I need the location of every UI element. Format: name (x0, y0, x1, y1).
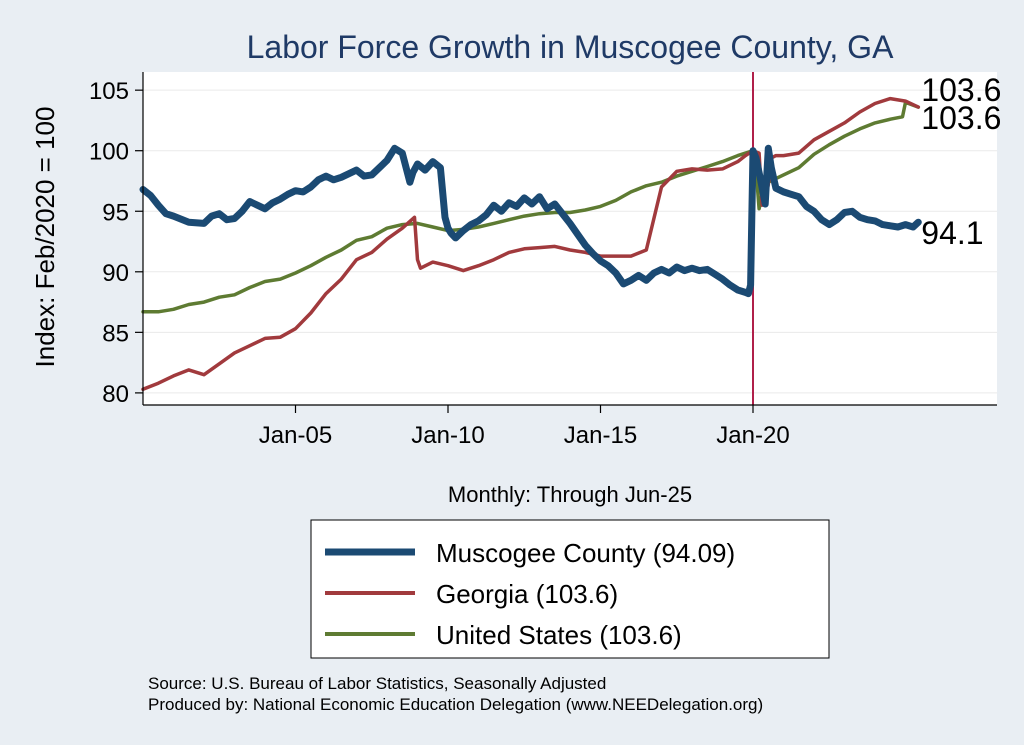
y-tick-label-90: 90 (102, 260, 129, 287)
y-tick-label-105: 105 (89, 78, 129, 105)
series-line-muscogee (139, 144, 922, 298)
legend-label-us: United States (103.6) (436, 620, 682, 650)
y-ticks: 80 85 90 95 100 105 (89, 78, 143, 408)
y-tick-label-95: 95 (102, 199, 129, 226)
plot-area (143, 72, 997, 405)
legend: Muscogee County (94.09) Georgia (103.6) … (310, 519, 830, 659)
chart-title: Labor Force Growth in Muscogee County, G… (247, 29, 894, 65)
source-note: Source: U.S. Bureau of Labor Statistics,… (148, 674, 606, 693)
x-ticks: Jan-05 Jan-10 Jan-15 Jan-20 (259, 405, 790, 449)
y-tick-label-80: 80 (102, 381, 129, 408)
series-line-georgia (141, 96, 921, 392)
y-axis-label: Index: Feb/2020 = 100 (30, 107, 60, 368)
end-label-us: 103.6 (921, 100, 1001, 136)
legend-label-muscogee: Muscogee County (94.09) (436, 538, 735, 568)
end-label-georgia: 103.6 (921, 72, 1001, 108)
series-line-us (141, 100, 921, 314)
series-layer (139, 96, 922, 392)
x-tick-label-3: Jan-20 (716, 422, 789, 449)
x-tick-label-1: Jan-10 (411, 422, 484, 449)
end-label-muscogee: 94.1 (921, 215, 983, 251)
y-tick-label-85: 85 (102, 320, 129, 347)
x-axis-label: Monthly: Through Jun-25 (448, 482, 692, 507)
produced-note: Produced by: National Economic Education… (148, 695, 763, 714)
x-tick-label-0: Jan-05 (259, 422, 332, 449)
legend-label-georgia: Georgia (103.6) (436, 579, 618, 609)
x-tick-label-2: Jan-15 (564, 422, 637, 449)
y-tick-label-100: 100 (89, 139, 129, 166)
